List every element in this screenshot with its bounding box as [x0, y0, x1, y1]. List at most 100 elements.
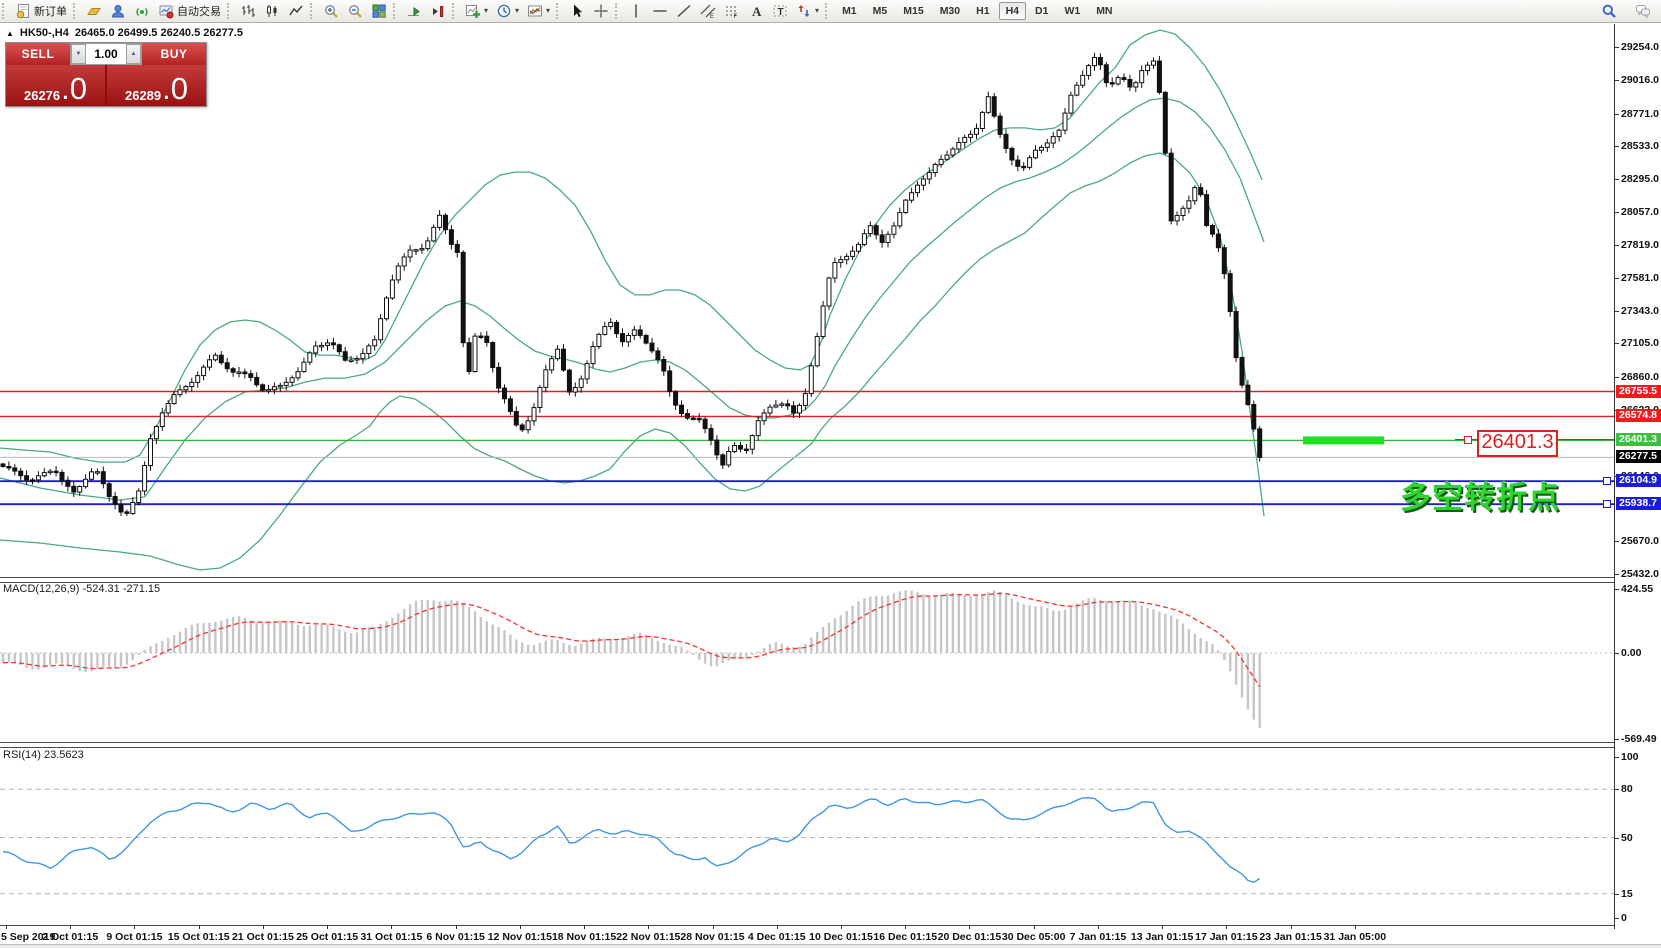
time-tick: [6, 925, 7, 929]
time-label: 13 Jan 01:15: [1130, 931, 1194, 943]
timeframe-m5-button[interactable]: M5: [866, 2, 895, 20]
macd-splitter[interactable]: [0, 577, 1661, 583]
textA-icon: A: [752, 4, 762, 19]
search-button[interactable]: [1597, 1, 1621, 21]
templates-button[interactable]: ▾: [523, 1, 554, 21]
axis-tick-mark: [1615, 757, 1619, 758]
axis-tick-label: 27105.0: [1621, 337, 1659, 349]
time-tick: [1226, 925, 1227, 929]
time-tick-marks: [0, 925, 1614, 929]
axis-tick-mark: [1615, 739, 1619, 740]
channel-icon: E: [700, 4, 716, 19]
line-chart-button[interactable]: [284, 1, 308, 21]
main-toolbar: 新订单 自动交易 ▾ ▾ ▾ E F A T ▾ M1 M5 M15 M30 H1 H4 D1 W1 MN: [0, 0, 1661, 23]
timeframe-mn-button[interactable]: MN: [1089, 2, 1119, 20]
volume-increase-button[interactable]: ▲: [126, 44, 141, 64]
zoom-out-button[interactable]: [343, 1, 367, 21]
bars-chart-button[interactable]: [236, 1, 260, 21]
axis-tick-label: 27581.0: [1621, 272, 1659, 284]
toolbar-grip: [452, 3, 459, 19]
price-tag-26104.9: 26104.9: [1616, 474, 1661, 487]
autotrade-button[interactable]: 自动交易: [154, 1, 225, 21]
axis-tick-label: 28057.0: [1621, 206, 1659, 218]
auto-icon: [159, 5, 174, 19]
cross-icon: [594, 4, 608, 18]
shift-icon: [433, 6, 444, 17]
time-label: 31 Oct 01:15: [360, 931, 423, 943]
cursor-button[interactable]: [565, 1, 589, 21]
price-tag-26755.5: 26755.5: [1616, 385, 1661, 398]
rsi-panel-chart[interactable]: [0, 746, 1614, 925]
rsi-splitter[interactable]: [0, 742, 1661, 748]
timeframe-m30-button[interactable]: M30: [933, 2, 967, 20]
text-label-button[interactable]: T: [768, 1, 792, 21]
volume-input[interactable]: 1.00: [94, 47, 118, 61]
toolbar-grip: [73, 3, 80, 19]
collapse-triangle-icon[interactable]: ▲: [6, 28, 14, 38]
indicators-button[interactable]: ▾: [461, 1, 492, 21]
rsi-line: [2, 797, 1261, 884]
time-tick: [1162, 925, 1163, 929]
axis-tick-mark: [1615, 146, 1619, 147]
svg-text:A: A: [752, 4, 762, 19]
timeframe-h1-button[interactable]: H1: [969, 2, 996, 20]
timeframe-m15-button[interactable]: M15: [896, 2, 930, 20]
signals-button[interactable]: [130, 1, 154, 21]
axis-tick-label: -569.49: [1621, 733, 1657, 745]
crosshair-button[interactable]: [589, 1, 613, 21]
time-label: 17 Jan 01:15: [1195, 931, 1258, 943]
macd-panel-chart[interactable]: [0, 581, 1614, 742]
trendline-button[interactable]: [672, 1, 696, 21]
community-button[interactable]: [106, 1, 130, 21]
symbol-timeframe-label: HK50-,H4: [19, 27, 69, 39]
triangle-down-icon: ▼: [75, 51, 82, 57]
sell-button[interactable]: SELL: [6, 43, 70, 65]
horizontal-line-button[interactable]: [648, 1, 672, 21]
mql-tool-button[interactable]: [82, 1, 106, 21]
axis-tick-label: 80: [1621, 783, 1633, 795]
time-label: 9 Oct 01:15: [106, 931, 163, 943]
axis-tick-mark: [1615, 574, 1619, 575]
tile-windows-button[interactable]: [367, 1, 391, 21]
zoom-in-button[interactable]: [319, 1, 343, 21]
text-button[interactable]: A: [744, 1, 768, 21]
time-tick: [263, 925, 264, 929]
axis-tick-label: 27343.0: [1621, 305, 1659, 317]
new-order-button[interactable]: 新订单: [11, 1, 71, 21]
chart-shift-button[interactable]: [426, 1, 450, 21]
svg-text:F: F: [734, 13, 738, 19]
timeframe-d1-button[interactable]: D1: [1028, 2, 1055, 20]
buy-button[interactable]: BUY: [142, 43, 206, 65]
periods-button[interactable]: ▾: [492, 1, 523, 21]
macd-signal-line: [2, 592, 1261, 688]
volume-decrease-button[interactable]: ▼: [71, 44, 86, 64]
fibonacci-button[interactable]: F: [720, 1, 744, 21]
timeframe-m1-button[interactable]: M1: [835, 2, 864, 20]
price-axis[interactable]: 29254.0 29016.0 28771.0 28533.0 28295.0 28057…: [1614, 24, 1661, 929]
time-tick: [1098, 925, 1099, 929]
labelT-icon: T: [773, 5, 787, 18]
axis-tick-label: 25432.0: [1621, 568, 1659, 580]
time-axis[interactable]: 5 Sep 2019 2 Oct 01:15 9 Oct 01:15 15 Oct 0…: [0, 929, 1661, 944]
highlight-trendline[interactable]: [1303, 436, 1384, 445]
timeframe-w1-button[interactable]: W1: [1057, 2, 1087, 20]
axis-tick-mark: [1615, 212, 1619, 213]
timeframe-h4-button[interactable]: H4: [998, 2, 1026, 20]
price-chart[interactable]: [0, 24, 1614, 577]
sell-price[interactable]: 26276.0: [6, 65, 105, 106]
equidistant-channel-button[interactable]: E: [696, 1, 720, 21]
axis-tick-mark: [1615, 47, 1619, 48]
time-label: 2 Oct 01:15: [42, 931, 99, 943]
vertical-line-button[interactable]: [624, 1, 648, 21]
buy-price[interactable]: 26289.0: [107, 65, 206, 106]
arrows-button[interactable]: ▾: [792, 1, 823, 21]
axis-tick-mark: [1615, 653, 1619, 654]
time-label: 30 Dec 05:00: [1001, 931, 1066, 943]
candles-chart-button[interactable]: [260, 1, 284, 21]
toolbar-grip: [2, 3, 9, 19]
svg-text:T: T: [778, 7, 784, 18]
auto-scroll-button[interactable]: [402, 1, 426, 21]
toolbar-grip: [556, 3, 563, 19]
chat-button[interactable]: [1631, 1, 1655, 21]
time-tick: [841, 925, 842, 929]
